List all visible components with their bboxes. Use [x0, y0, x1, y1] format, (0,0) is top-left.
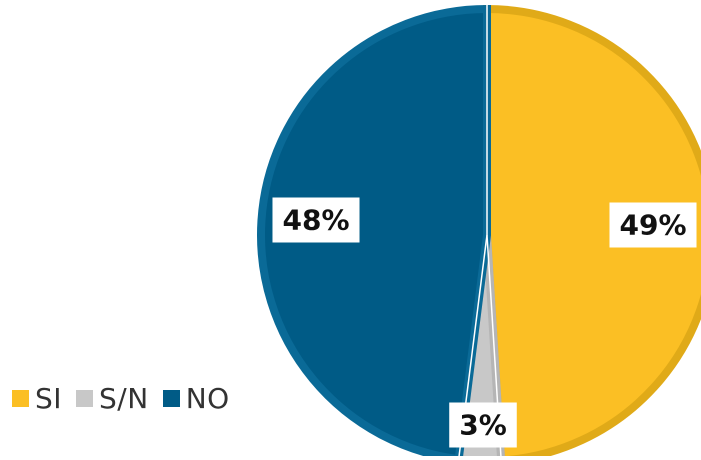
legend-swatch-si	[12, 390, 29, 407]
data-label-box-no	[272, 197, 360, 243]
legend-item-no: NO	[162, 382, 230, 415]
legend-item-si: SI	[12, 382, 62, 415]
legend: SI S/N NO	[12, 382, 230, 415]
data-label-box-sn	[449, 402, 517, 448]
data-label-si: 49%	[609, 202, 697, 248]
legend-item-sn: S/N	[76, 382, 149, 415]
data-label-sn: 3%	[449, 402, 517, 448]
pie-slice-no	[257, 4, 491, 460]
data-label-text-no: 48%	[282, 204, 349, 237]
data-label-no: 48%	[272, 197, 360, 243]
legend-swatch-sn	[76, 390, 94, 407]
legend-label-sn: S/N	[99, 382, 149, 415]
legend-label-si: SI	[35, 382, 63, 415]
legend-label-no: NO	[185, 382, 230, 415]
data-label-text-sn: 3%	[459, 409, 507, 442]
data-label-box-si	[609, 202, 697, 248]
legend-swatch-no	[162, 390, 180, 407]
data-label-text-si: 49%	[619, 209, 686, 242]
pie-slice-si	[483, 4, 701, 460]
